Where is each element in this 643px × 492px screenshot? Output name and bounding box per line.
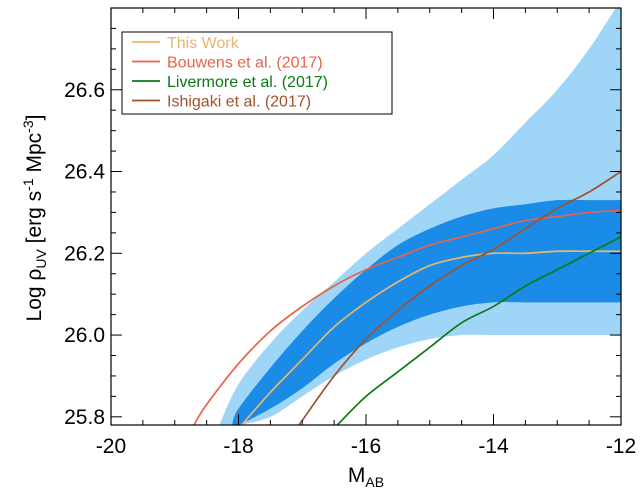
x-axis-label: MAB bbox=[348, 464, 384, 490]
series-line-1 bbox=[193, 209, 621, 425]
x-tick-label: -12 bbox=[606, 435, 636, 458]
uncertainty-band-inner bbox=[232, 199, 621, 425]
legend-label-1: Bouwens et al. (2017) bbox=[167, 55, 323, 72]
legend-label-2: Livermore et al. (2017) bbox=[167, 74, 328, 91]
legend-label-3: Ishigaki et al. (2017) bbox=[167, 94, 311, 111]
series-line-3 bbox=[298, 170, 621, 425]
x-tick-label: -16 bbox=[351, 435, 381, 458]
legend-label-0: This Work bbox=[167, 35, 240, 52]
x-tick-label: -14 bbox=[478, 435, 509, 458]
x-tick-label: -18 bbox=[223, 435, 253, 458]
series-lines bbox=[193, 170, 621, 425]
y-tick-label: 26.4 bbox=[64, 161, 105, 184]
legend-box bbox=[121, 31, 393, 115]
y-tick-label: 26.6 bbox=[64, 79, 105, 102]
y-tick-label: 25.8 bbox=[64, 406, 105, 429]
series-line-2 bbox=[336, 236, 621, 425]
x-tick-label: -20 bbox=[96, 435, 126, 458]
y-tick-label: 26.2 bbox=[64, 242, 105, 265]
legend: This Work Bouwens et al. (2017) Livermore … bbox=[121, 31, 393, 115]
series-line-0 bbox=[241, 250, 621, 425]
y-tick-label: 26.0 bbox=[64, 324, 105, 347]
uncertainty-bands bbox=[219, 8, 621, 425]
y-axis-label: Log ρUV [erg s-1 Mpc-3] bbox=[20, 115, 49, 322]
axis-ticks: -20 -18 -16 -14 -12 25.8 26.0 26.2 26.4 26.6 bbox=[64, 7, 636, 458]
